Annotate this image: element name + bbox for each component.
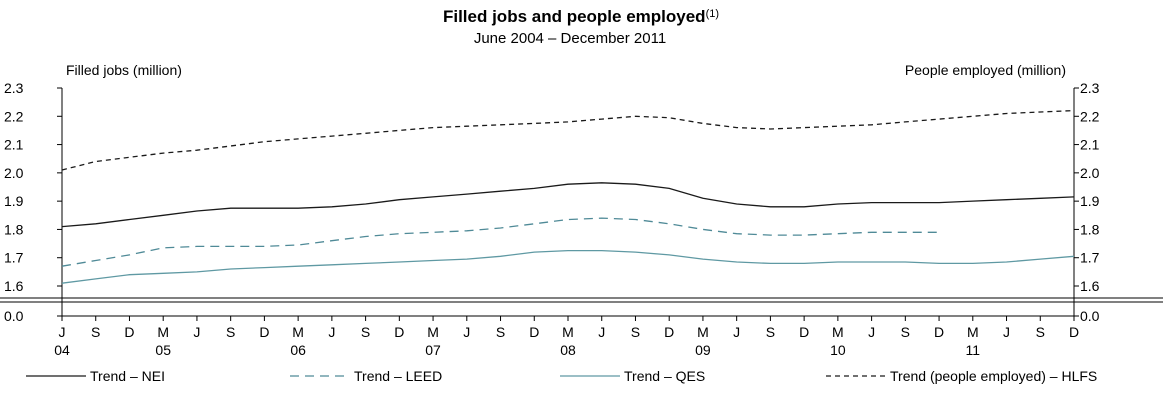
x-tick-label: S: [226, 324, 235, 340]
y-tick-label-left: 2.2: [4, 108, 24, 124]
x-tick-label: M: [427, 324, 439, 340]
y-tick-label-right: 2.2: [1080, 108, 1100, 124]
left-axis-title: Filled jobs (million): [66, 62, 182, 78]
y-tick-label-left: 2.1: [4, 137, 24, 153]
legend-label-3: Trend (people employed) – HLFS: [890, 368, 1097, 384]
x-tick-label: S: [631, 324, 640, 340]
x-tick-label: J: [193, 324, 200, 340]
x-tick-label: M: [157, 324, 169, 340]
series-line-1: [61, 217, 940, 267]
x-tick-label: J: [733, 324, 740, 340]
y-tick-label-right: 2.0: [1080, 165, 1100, 181]
y-tick-label-right: 1.6: [1080, 278, 1100, 294]
x-tick-label: M: [832, 324, 844, 340]
axes: 1.6 1.6 1.7 1.7 1.8 1.8 1.9 1.9 2.0 2.0 2.1 2.1 2.2 2…: [0, 80, 1163, 358]
x-year-label: 09: [695, 342, 711, 358]
x-tick-label: M: [292, 324, 304, 340]
y-tick-label-right: 2.1: [1080, 137, 1100, 153]
y-tick-label-right: 1.9: [1080, 193, 1100, 209]
legend-label-1: Trend – LEED: [354, 368, 442, 384]
x-year-label: 10: [830, 342, 846, 358]
y-tick-label-left: 1.8: [4, 221, 24, 237]
x-tick-label: J: [328, 324, 335, 340]
x-tick-label: M: [697, 324, 709, 340]
legend-label-0: Trend – NEI: [90, 368, 165, 384]
y-tick-label-left: 1.9: [4, 193, 24, 209]
series-lines: [61, 109, 1075, 284]
y-zero-label-right: 0.0: [1080, 308, 1100, 324]
series-line-3: [61, 109, 1075, 171]
y-tick-label-left: 1.7: [4, 250, 24, 266]
series-line-2: [61, 249, 1075, 284]
series-line-0: [61, 182, 1075, 228]
x-year-label: 08: [560, 342, 576, 358]
x-tick-label: S: [1036, 324, 1045, 340]
x-tick-label: D: [799, 324, 809, 340]
x-tick-label: D: [259, 324, 269, 340]
x-year-label: 06: [290, 342, 306, 358]
x-tick-label: J: [598, 324, 605, 340]
y-tick-label-left: 2.0: [4, 165, 24, 181]
x-tick-label: S: [91, 324, 100, 340]
x-tick-label: S: [361, 324, 370, 340]
x-tick-label: J: [463, 324, 470, 340]
y-tick-label-left: 2.3: [4, 80, 24, 96]
x-tick-label: J: [1003, 324, 1010, 340]
x-tick-label: M: [562, 324, 574, 340]
x-year-label: 05: [155, 342, 171, 358]
x-year-label: 07: [425, 342, 441, 358]
x-tick-label: J: [59, 324, 66, 340]
x-tick-label: M: [967, 324, 979, 340]
x-tick-label: D: [664, 324, 674, 340]
chart-subtitle: June 2004 – December 2011: [474, 30, 666, 47]
x-tick-label: J: [868, 324, 875, 340]
y-tick-label-left: 1.6: [4, 278, 24, 294]
legend: Trend – NEI Trend – LEED Trend – QES Trend …: [26, 368, 1097, 384]
x-tick-label: D: [934, 324, 944, 340]
y-zero-label-left: 0.0: [4, 308, 24, 324]
y-tick-label-right: 2.3: [1080, 80, 1100, 96]
x-tick-label: S: [766, 324, 775, 340]
x-tick-label: D: [1069, 324, 1079, 340]
x-tick-label: D: [394, 324, 404, 340]
x-tick-label: D: [124, 324, 134, 340]
y-tick-label-right: 1.7: [1080, 250, 1100, 266]
y-tick-label-right: 1.8: [1080, 221, 1100, 237]
legend-label-2: Trend – QES: [624, 368, 705, 384]
right-axis-title: People employed (million): [905, 62, 1066, 78]
chart-title: Filled jobs and people employed(1): [443, 7, 719, 26]
x-year-label: 04: [54, 342, 70, 358]
title-footnote: (1): [706, 8, 719, 20]
x-year-label: 11: [966, 342, 981, 358]
x-tick-label: S: [496, 324, 505, 340]
x-tick-label: D: [529, 324, 539, 340]
x-tick-label: S: [901, 324, 910, 340]
